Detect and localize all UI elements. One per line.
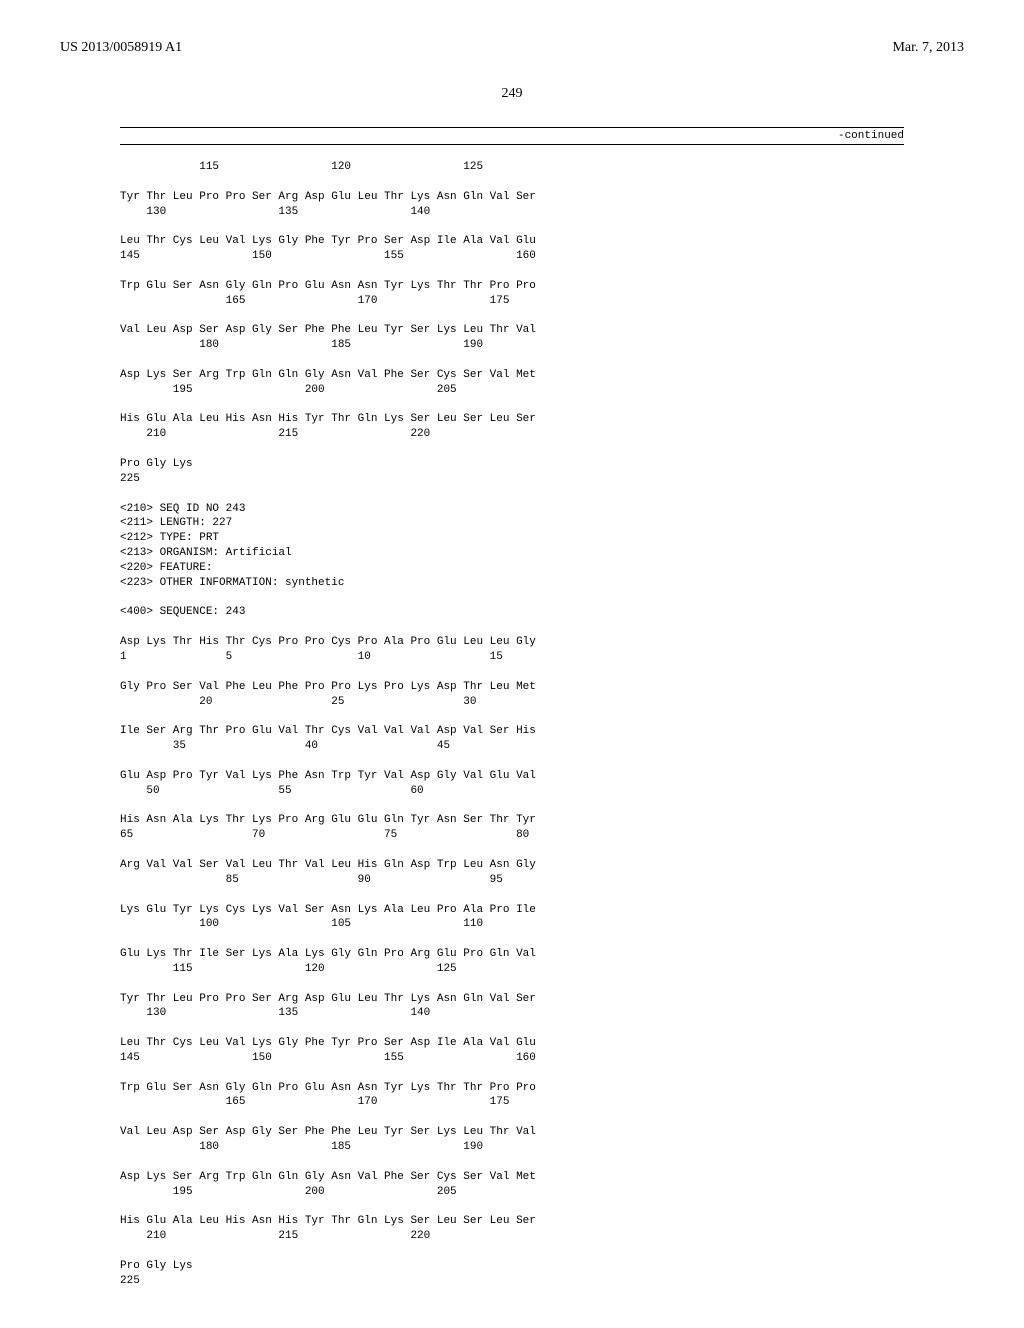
page-header: US 2013/0058919 A1 Mar. 7, 2013 <box>60 40 964 56</box>
doc-id: US 2013/0058919 A1 <box>60 40 182 56</box>
sequence-block-1: 115 120 125 Tyr Thr Leu Pro Pro Ser Arg … <box>120 160 904 487</box>
page-number: 249 <box>60 86 964 102</box>
doc-date: Mar. 7, 2013 <box>892 40 964 56</box>
continued-label: -continued <box>120 127 904 145</box>
sequence-metadata: <210> SEQ ID NO 243 <211> LENGTH: 227 <2… <box>120 502 904 621</box>
sequence-block-2: Asp Lys Thr His Thr Cys Pro Pro Cys Pro … <box>120 635 904 1288</box>
